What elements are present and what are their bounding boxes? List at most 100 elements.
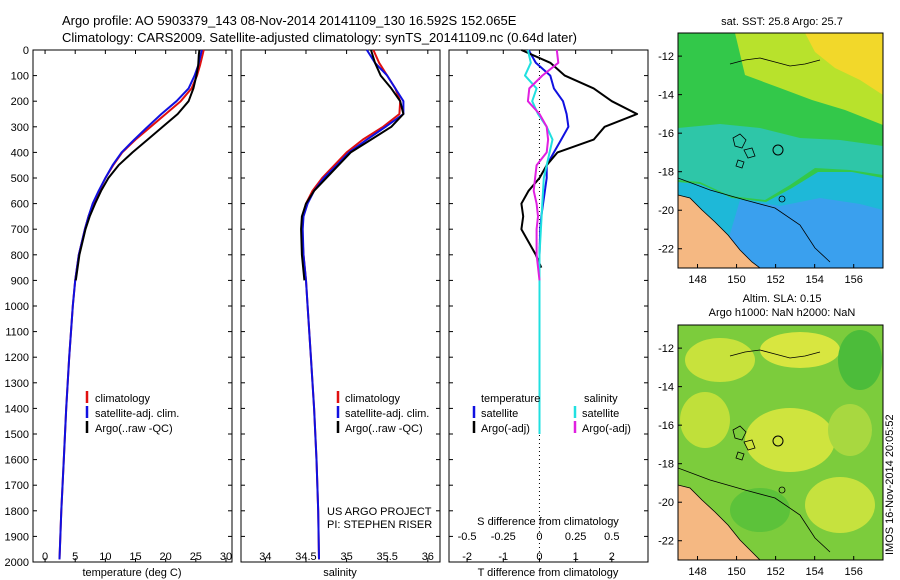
y-tick-label: 1300 xyxy=(5,378,29,390)
x-tick-label: 34.5 xyxy=(295,551,316,563)
y-tick-label: 600 xyxy=(11,199,29,211)
salinity-legend: climatology satellite-adj. clim. Argo(..… xyxy=(336,391,429,435)
x-tick-label: 30 xyxy=(220,551,232,563)
difference-panel: -2 -1 0 1 2 -0.5 -0.25 0 0.25 0.5 T difference f… xyxy=(448,49,649,579)
x-tick-label: 35.5 xyxy=(376,551,397,563)
map-longitude-label: 150 xyxy=(727,566,745,578)
x-tick-label: -2 xyxy=(462,551,472,563)
salinity-diff-tick-label: 0.5 xyxy=(604,531,619,543)
y-tick-label: 200 xyxy=(11,96,29,108)
sla-argo-marker xyxy=(772,435,784,447)
difference-legend: temperature salinity satellite Argo(-adj… xyxy=(472,393,631,435)
y-tick-label: 1200 xyxy=(5,352,29,364)
legend-argo-label: Argo(..raw -QC) xyxy=(345,423,423,435)
legend-temp-argo-label: Argo(-adj) xyxy=(481,423,530,435)
y-tick-label: 1000 xyxy=(5,301,29,313)
map-longitude-label: 152 xyxy=(766,274,784,286)
legend-sal-argo-label: Argo(-adj) xyxy=(582,423,631,435)
sst-coolest-band xyxy=(720,198,883,268)
sst-depth-contour xyxy=(678,177,831,263)
sst-warmest-band xyxy=(805,33,883,95)
map-longitude-label: 150 xyxy=(727,274,745,286)
map-longitude-label: 156 xyxy=(845,274,863,286)
y-tick-label: 1700 xyxy=(5,480,29,492)
map-latitude-label: -16 xyxy=(658,420,674,432)
map-latitude-label: -18 xyxy=(658,167,674,179)
salinity-series xyxy=(300,49,405,560)
sla-map-subtitle: Argo h1000: NaN h2000: NaN xyxy=(709,307,856,319)
map-latitude-label: -22 xyxy=(658,244,674,256)
pi-annotation: PI: STEPHEN RISER xyxy=(327,519,432,531)
map-latitude-label: -12 xyxy=(658,343,674,355)
map-latitude-label: -14 xyxy=(658,382,674,394)
x-tick-label: 0 xyxy=(536,551,542,563)
legend-climatology-label: climatology xyxy=(95,393,151,405)
series-line-salinity-argo-adj xyxy=(526,49,560,281)
x-tick-label: 15 xyxy=(129,551,141,563)
map-latitude-label: -14 xyxy=(658,90,674,102)
salinity-axes-frame xyxy=(240,49,441,563)
series-line-argo-raw-qc xyxy=(300,49,405,281)
x-tick-label: 10 xyxy=(99,551,111,563)
sla-map-panel: Altim. SLA: 0.15 Argo h1000: NaN h2000: … xyxy=(658,293,884,578)
sst-reef-islands xyxy=(732,133,756,169)
sst-map-title: sat. SST: 25.8 Argo: 25.7 xyxy=(721,16,843,28)
temperature-axes-frame xyxy=(32,49,233,563)
legend-climatology-label: climatology xyxy=(345,393,401,405)
y-tick-label: 1800 xyxy=(5,506,29,518)
figure-title-line1: Argo profile: AO 5903379_143 08-Nov-2014… xyxy=(62,13,517,28)
x-tick-label: 34 xyxy=(259,551,271,563)
depth-axis: 0100200300400500600700800900100011001200… xyxy=(5,45,232,569)
map-longitude-label: 152 xyxy=(766,566,784,578)
y-tick-label: 1500 xyxy=(5,429,29,441)
x-tick-label: 25 xyxy=(190,551,202,563)
x-tick-label: 2 xyxy=(609,551,615,563)
sla-map-ticks: 148 150 152 154 156 -12 -14 -16 -18 -20 -22 xyxy=(658,343,863,578)
series-line-temperature-argo-adj xyxy=(520,49,639,268)
salinity-x-label: salinity xyxy=(323,567,357,579)
legend-argo-label: Argo(..raw -QC) xyxy=(95,423,173,435)
map-longitude-label: 156 xyxy=(845,566,863,578)
map-latitude-label: -20 xyxy=(658,497,674,509)
temperature-panel: 0100200300400500600700800900100011001200… xyxy=(5,45,233,579)
difference-x-axis: -2 -1 0 1 2 xyxy=(462,50,615,563)
y-tick-label: 500 xyxy=(11,173,29,185)
difference-x-label: T difference from climatology xyxy=(478,567,619,579)
x-tick-label: 5 xyxy=(72,551,78,563)
temperature-x-label: temperature (deg C) xyxy=(82,567,181,579)
sst-map-panel: sat. SST: 25.8 Argo: 25.7 148 150 152 154 15… xyxy=(658,16,884,286)
sla-high-blob xyxy=(760,332,840,368)
y-tick-label: 400 xyxy=(11,147,29,159)
sla-depth-contour xyxy=(678,467,831,553)
imos-watermark: IMOS 16-Nov-2014 20:05:52 xyxy=(884,414,896,555)
sst-teal-band xyxy=(678,124,883,200)
sla-reef-islands xyxy=(732,425,756,461)
map-longitude-label: 154 xyxy=(805,274,823,286)
y-tick-label: 1900 xyxy=(5,531,29,543)
salinity-diff-tick-label: 0 xyxy=(536,531,542,543)
sst-island-marker xyxy=(778,195,786,203)
x-tick-label: -1 xyxy=(498,551,508,563)
sla-low-blob xyxy=(838,330,882,390)
sst-reef-contour xyxy=(729,57,821,67)
series-line-argo-raw-qc xyxy=(74,49,201,281)
sla-island-marker xyxy=(778,486,786,494)
map-longitude-label: 148 xyxy=(688,274,706,286)
project-annotation: US ARGO PROJECT xyxy=(327,506,432,518)
sla-coastline-land xyxy=(678,484,761,560)
map-latitude-label: -12 xyxy=(658,51,674,63)
sla-map-title: Altim. SLA: 0.15 xyxy=(743,293,822,305)
y-tick-label: 1400 xyxy=(5,403,29,415)
figure-title-line2: Climatology: CARS2009. Satellite-adjuste… xyxy=(62,30,577,45)
difference-series xyxy=(520,49,639,434)
sla-high-blob xyxy=(685,338,755,382)
salinity-x-axis: 34 34.5 35 35.5 36 xyxy=(259,50,434,563)
y-tick-label: 0 xyxy=(23,45,29,57)
salinity-diff-tick-label: -0.25 xyxy=(491,531,516,543)
temperature-legend: climatology satellite-adj. clim. Argo(..… xyxy=(85,391,179,435)
temperature-x-axis: 0 5 10 15 20 25 30 xyxy=(42,50,232,563)
sst-argo-marker xyxy=(772,144,784,156)
sla-map-frame xyxy=(677,324,884,561)
legend-temp-satellite-label: satellite xyxy=(481,408,518,420)
salinity-panel: 34 34.5 35 35.5 36 salinity climatology sate… xyxy=(240,49,441,579)
